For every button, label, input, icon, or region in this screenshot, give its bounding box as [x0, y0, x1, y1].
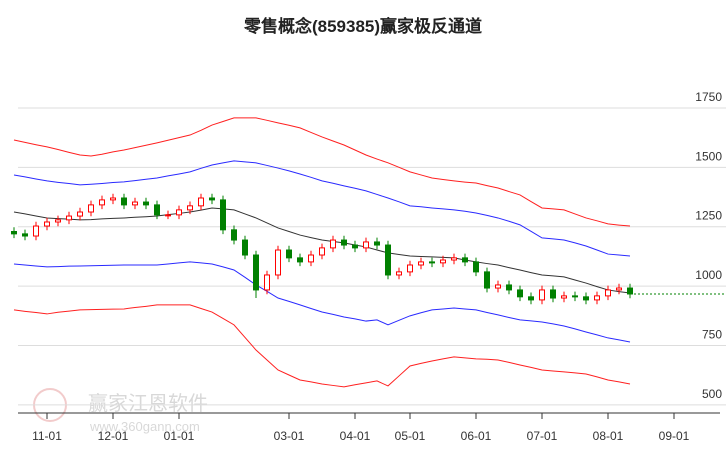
candle-body [253, 254, 259, 291]
candle-body [176, 209, 182, 216]
candle-body [121, 197, 127, 206]
candle-body [154, 204, 160, 216]
y-tick-label: 750 [702, 328, 722, 342]
candle-body [88, 204, 94, 213]
candle-body [374, 241, 380, 246]
band-line [13, 304, 631, 388]
y-tick-label: 1500 [695, 149, 722, 163]
candle-body [385, 244, 391, 276]
x-tick-label: 03-01 [274, 429, 305, 443]
x-tick-label: 11-01 [32, 429, 62, 443]
candle-body [517, 289, 523, 298]
candle-body [44, 221, 50, 227]
y-tick-label: 1250 [695, 209, 722, 223]
x-tick-label: 07-01 [527, 429, 558, 443]
candle-body [484, 271, 490, 289]
candle-body [539, 289, 545, 301]
candle-body [429, 261, 435, 264]
x-tick-label: 08-01 [593, 429, 624, 443]
watermark: 赢家江恩软件 www.360gann.com [33, 388, 208, 434]
candle-body [110, 197, 116, 201]
candle-body [275, 249, 281, 276]
candle-body [66, 215, 72, 221]
candle-body [231, 229, 237, 241]
candle-body [451, 257, 457, 261]
candle-body [55, 219, 61, 223]
candle-body [330, 239, 336, 249]
candle-body [165, 214, 171, 217]
candle-body [143, 201, 149, 206]
candle-body [132, 201, 138, 206]
candle-body [616, 287, 622, 291]
band-line [13, 160, 631, 257]
y-tick-label: 500 [702, 387, 722, 401]
candle-body [286, 249, 292, 259]
candle-body [396, 271, 402, 276]
candle-body [352, 244, 358, 249]
candle-body [33, 225, 39, 237]
candle-body [363, 241, 369, 249]
candle-body [594, 295, 600, 301]
candle-body [209, 197, 215, 201]
y-tick-label: 1750 [695, 90, 722, 104]
candle-body [440, 259, 446, 264]
candle-body [572, 295, 578, 298]
x-tick-label: 09-01 [659, 429, 690, 443]
candle-body [308, 254, 314, 263]
candle-body [264, 274, 270, 291]
x-tick-label: 12-01 [98, 429, 129, 443]
candle-body [99, 199, 105, 206]
candle-body [605, 289, 611, 297]
candle-body [550, 289, 556, 299]
band-line [13, 117, 631, 227]
x-tick-label: 06-01 [461, 429, 492, 443]
candle-body [561, 295, 567, 299]
candle-body [11, 230, 17, 235]
candle-body [242, 239, 248, 256]
candle-body [407, 264, 413, 273]
x-tick-label: 01-01 [164, 429, 195, 443]
x-tick-label: 04-01 [340, 429, 371, 443]
candle-body [495, 284, 501, 289]
candle-body [583, 296, 589, 301]
candle-body [473, 261, 479, 273]
candle-body [198, 197, 204, 207]
candle-body [187, 205, 193, 211]
candle-body [462, 257, 468, 263]
candle-body [528, 296, 534, 301]
band-line [13, 207, 631, 294]
candle-body [319, 247, 325, 256]
candle-body [627, 287, 633, 295]
candle-body [77, 211, 83, 217]
watermark-url: www.360gann.com [89, 419, 200, 434]
x-tick-label: 05-01 [395, 429, 426, 443]
candle-body [418, 261, 424, 266]
watermark-text: 赢家江恩软件 [88, 392, 208, 415]
candle-body [341, 239, 347, 246]
candle-body [506, 284, 512, 291]
candle-body [220, 199, 226, 231]
y-tick-label: 1000 [695, 268, 722, 282]
band-line [13, 261, 631, 343]
chart-title: 零售概念(859385)赢家极反通道 [243, 16, 482, 36]
candle-body [22, 233, 28, 237]
candle-body [297, 257, 303, 263]
